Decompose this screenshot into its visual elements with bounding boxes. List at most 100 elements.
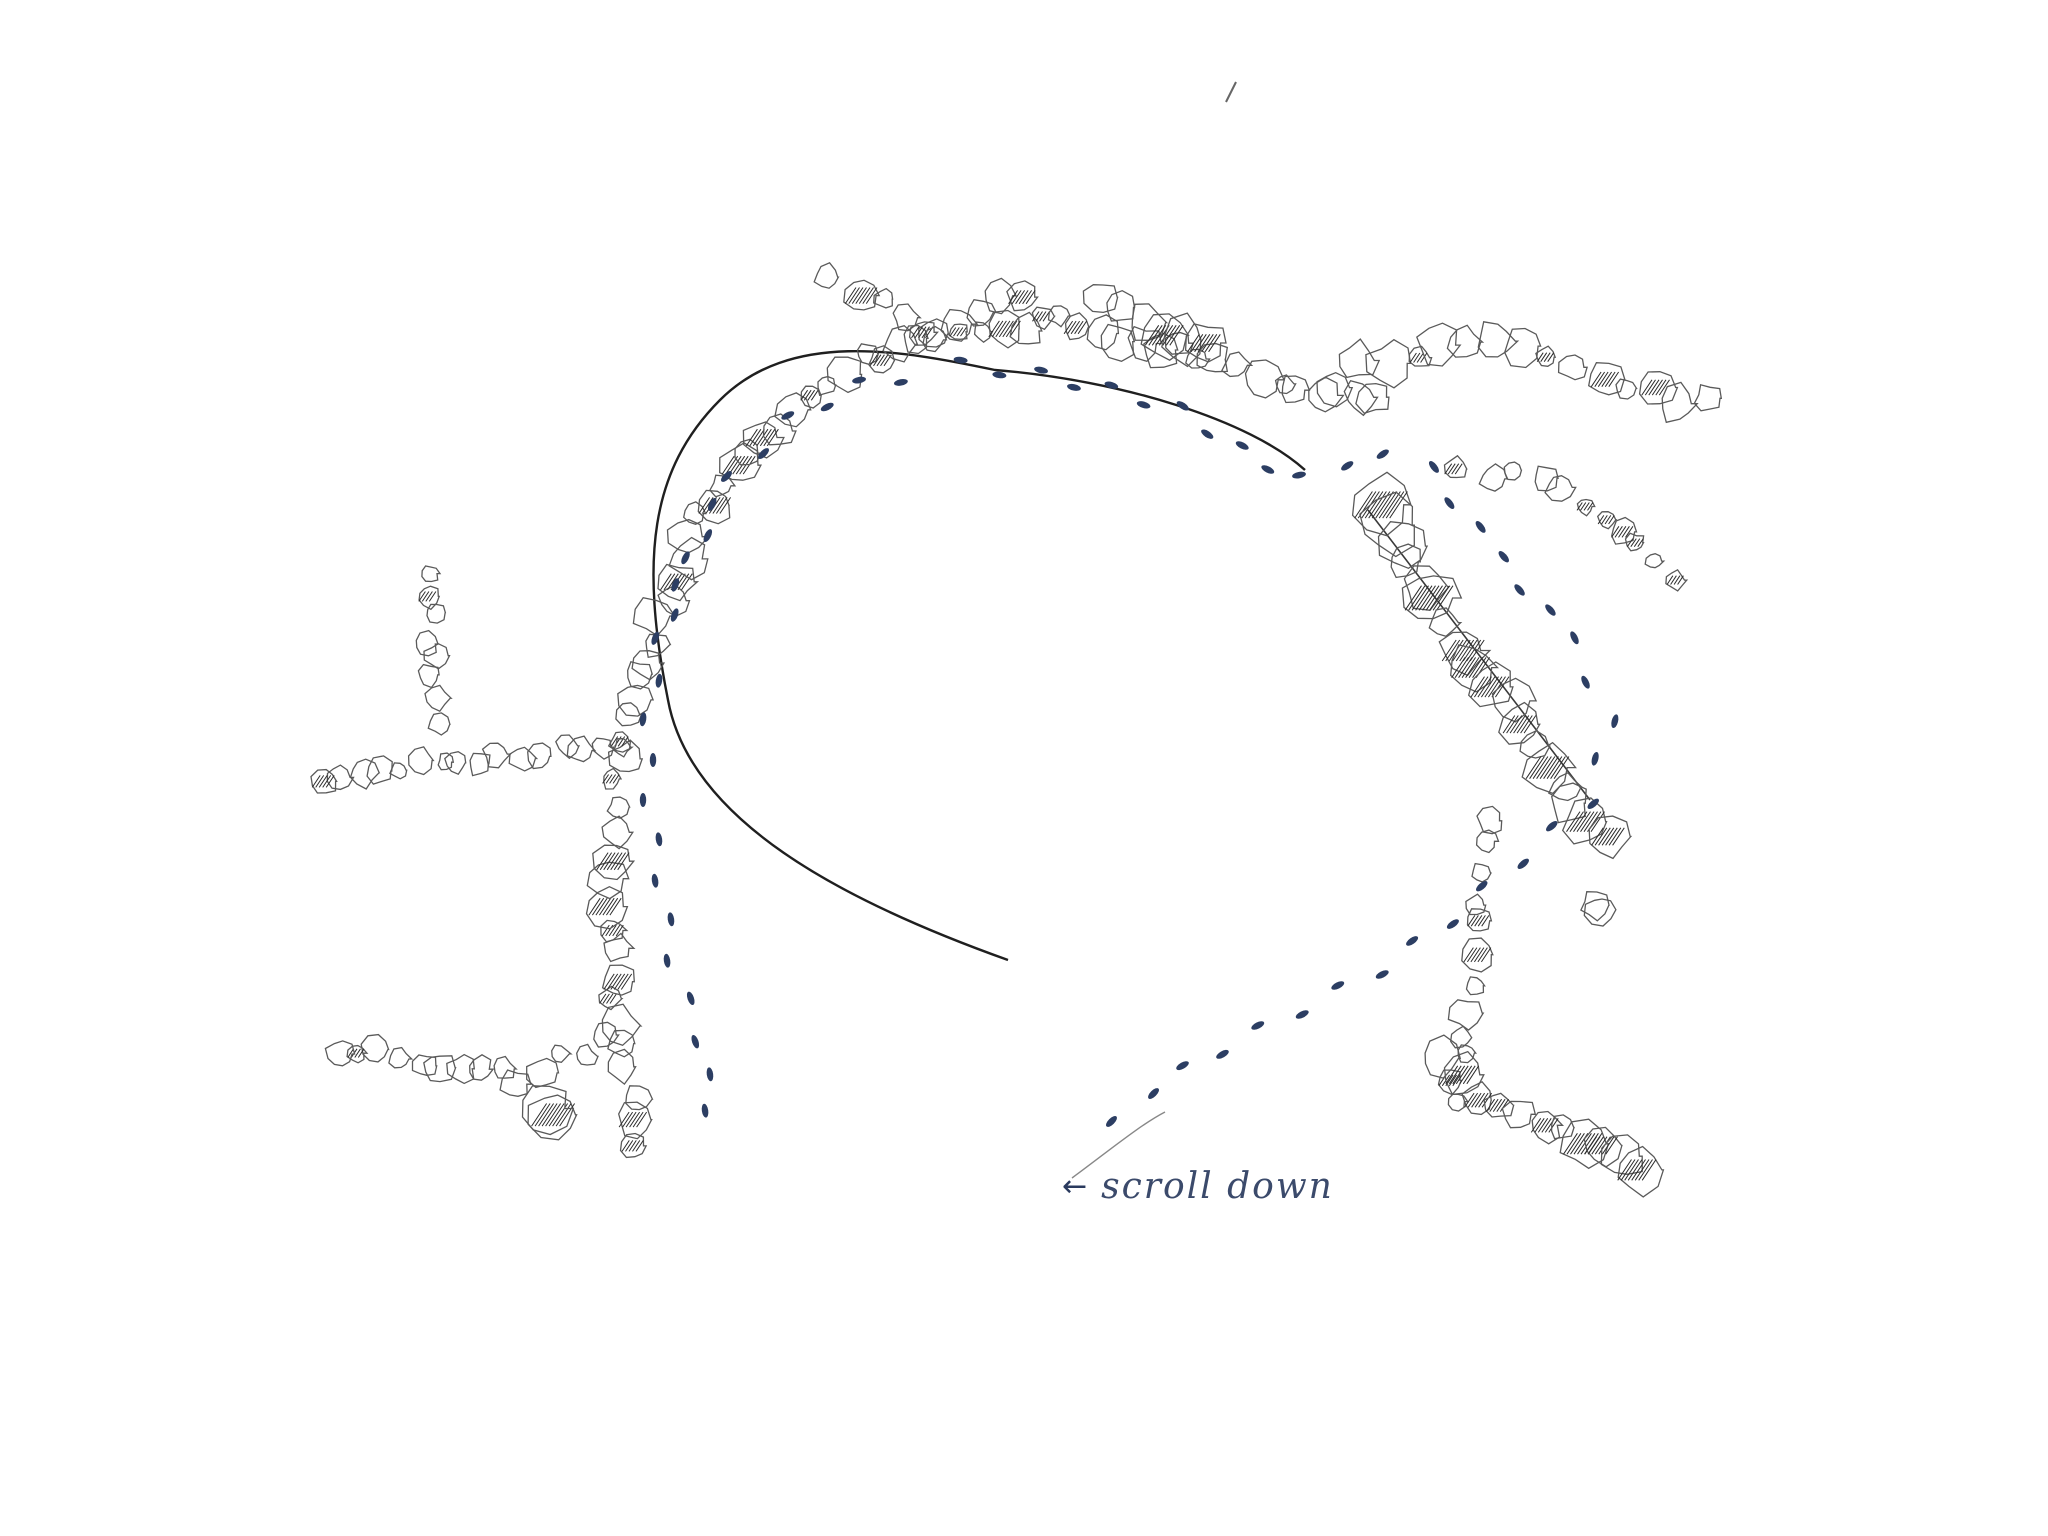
- scroll-down-hint[interactable]: ← scroll down: [1062, 1166, 1334, 1207]
- shrub: [1477, 321, 1520, 358]
- footprint-trail: [639, 356, 1619, 1127]
- shrub: [813, 262, 840, 289]
- shrub-shading: [610, 736, 629, 747]
- shrub-shading: [603, 973, 633, 990]
- footprint: [1251, 1021, 1265, 1030]
- shrub-shading: [531, 1103, 576, 1127]
- shrub: [908, 321, 939, 346]
- shrub: [709, 474, 737, 498]
- footprint: [686, 991, 695, 1006]
- shrub: [469, 752, 491, 777]
- shrub: [601, 964, 635, 996]
- shrub: [973, 321, 994, 344]
- shrub: [324, 1040, 356, 1067]
- footprint: [721, 471, 732, 482]
- shrub: [424, 684, 453, 713]
- shrub: [1465, 976, 1486, 996]
- shrub-shading: [1576, 502, 1594, 511]
- shrub-shading: [347, 1048, 365, 1058]
- shrub-shading: [1597, 515, 1615, 525]
- shrub-shading: [1470, 676, 1510, 698]
- shrub: [1661, 381, 1699, 424]
- shrub: [1550, 1114, 1575, 1140]
- shrub: [868, 345, 896, 374]
- shrub: [1338, 338, 1381, 379]
- shrub: [984, 277, 1018, 315]
- shrub: [625, 1085, 654, 1111]
- shrub: [882, 324, 919, 363]
- shrub: [1475, 829, 1500, 854]
- shrub: [719, 442, 762, 481]
- footprint: [1375, 970, 1389, 979]
- shrub-shading: [949, 327, 967, 337]
- shrub: [1274, 374, 1297, 395]
- shrub: [585, 885, 629, 930]
- footprint: [1406, 936, 1419, 946]
- shrub: [1365, 338, 1412, 389]
- shrub: [360, 1033, 390, 1063]
- shrub: [415, 629, 439, 657]
- footprint: [639, 793, 647, 807]
- shrub: [603, 932, 636, 963]
- shrub: [444, 751, 467, 776]
- shrub: [607, 1029, 636, 1058]
- shrub: [1006, 280, 1039, 312]
- shrub: [607, 1048, 637, 1086]
- shrub-shading: [1464, 1092, 1493, 1108]
- shrub: [742, 421, 785, 459]
- shrub-shading: [1611, 526, 1634, 538]
- shrub: [1164, 331, 1195, 355]
- shrub: [1377, 521, 1429, 570]
- shrub: [1557, 354, 1588, 381]
- shrub: [606, 796, 631, 819]
- shrub: [1424, 1034, 1462, 1079]
- shrub: [417, 663, 440, 689]
- footprint: [1446, 919, 1459, 929]
- shrub-shading: [1590, 371, 1620, 387]
- footprint: [1476, 881, 1488, 892]
- shrub: [1547, 772, 1584, 802]
- footprint: [1292, 471, 1306, 479]
- shrub-shading: [911, 326, 934, 339]
- shrub: [366, 755, 393, 785]
- shrub: [892, 303, 922, 332]
- shrub: [1611, 516, 1638, 545]
- shrub-shading: [602, 774, 620, 784]
- shrub: [426, 603, 447, 624]
- shrub: [1401, 575, 1463, 620]
- shrub: [521, 1085, 575, 1136]
- shrub: [593, 1021, 620, 1048]
- shrub: [1359, 491, 1415, 558]
- footprint: [703, 529, 713, 542]
- shrub: [1184, 323, 1227, 363]
- footprint: [1176, 1061, 1189, 1071]
- footprint: [1034, 366, 1048, 374]
- shrub-shading: [1530, 1118, 1559, 1133]
- shrub: [551, 1044, 573, 1063]
- shrub: [1031, 306, 1056, 331]
- shrub: [407, 746, 435, 776]
- shrub-shading: [621, 1140, 644, 1152]
- footprint: [670, 608, 679, 622]
- shrub: [1588, 815, 1633, 860]
- shrub: [1446, 324, 1485, 358]
- shrub: [826, 356, 863, 394]
- footprint: [707, 498, 717, 511]
- shrub-shading: [988, 320, 1021, 338]
- shrub-shading: [1525, 756, 1570, 779]
- footprint: [758, 448, 769, 459]
- shrub: [657, 563, 700, 602]
- shrub: [1476, 805, 1503, 835]
- shrub: [645, 633, 672, 659]
- shrub: [526, 1057, 560, 1089]
- shrub: [615, 702, 643, 727]
- shrub: [1428, 607, 1463, 638]
- shrub: [1450, 644, 1500, 693]
- shrub: [1316, 371, 1354, 408]
- shrub-shading: [1617, 1159, 1657, 1181]
- footprint: [1611, 714, 1619, 729]
- shrub: [1461, 937, 1494, 973]
- shrub: [856, 343, 880, 365]
- shrub-shading: [311, 775, 335, 788]
